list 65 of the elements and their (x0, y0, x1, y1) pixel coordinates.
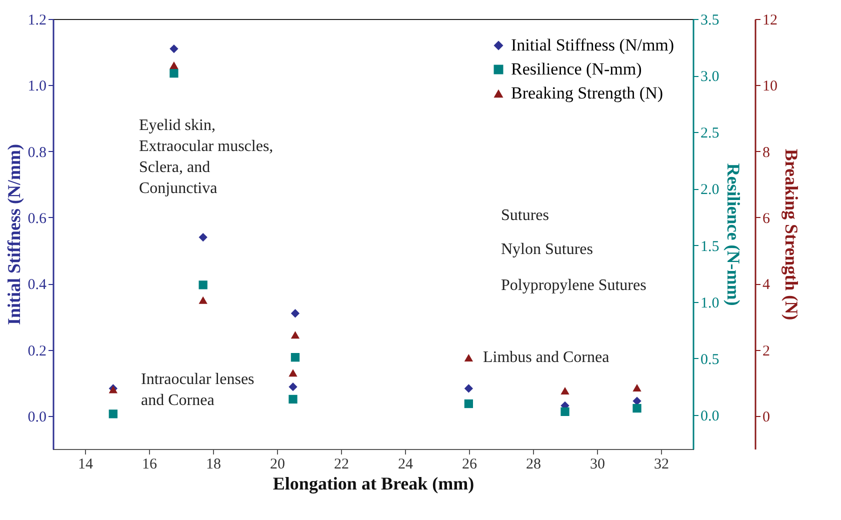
y3-tick-label: 4 (762, 277, 770, 294)
annotation: Polypropylene Sutures (501, 277, 646, 294)
y3-tick-label: 0 (762, 409, 770, 426)
y-tick-label: 0.0 (28, 409, 46, 426)
annotation: Eyelid skin, Extraocular muscles, Sclera, and Conjunctiva (139, 117, 274, 197)
y3-tick-label: 8 (762, 144, 770, 161)
point (170, 68, 178, 78)
x-tick-label: 26 (462, 456, 478, 472)
y3-tick-label: 6 (762, 210, 770, 227)
point (290, 331, 300, 339)
point (108, 410, 118, 418)
point (290, 353, 300, 362)
y2-tick-label: 3.5 (700, 12, 720, 28)
x-tick-label: 32 (654, 456, 669, 472)
point (632, 404, 642, 413)
annotation: Nylon Sutures (501, 241, 593, 258)
annotation: Limbus and Cornea (483, 349, 610, 366)
y-tick-label: 0.4 (28, 277, 47, 294)
x-tick-label: 16 (142, 456, 158, 472)
x-tick-label: 24 (398, 456, 414, 472)
x-axis-title: Elongation at Break (mm) (272, 474, 474, 494)
y2-tick-label: 2.0 (700, 182, 720, 198)
point (198, 296, 208, 304)
legend-label: Breaking Strength (N) (511, 84, 664, 102)
x-tick-label: 22 (334, 456, 349, 472)
point (288, 382, 298, 392)
annotation: Intraocular lenses and Cornea (141, 371, 254, 409)
point (290, 309, 300, 318)
point (170, 62, 178, 70)
point (170, 44, 178, 54)
y2-tick-label: 2.5 (700, 126, 720, 142)
point (464, 399, 474, 408)
y-axis-title: Initial Stiffness (N/mm) (4, 144, 24, 325)
y3-tick-label: 12 (762, 12, 778, 28)
y-tick-label: 0.6 (28, 210, 47, 227)
point (198, 280, 208, 290)
point (632, 384, 642, 392)
legend-label: Initial Stiffness (N/mm) (511, 36, 674, 54)
point (198, 232, 208, 242)
y2-axis-title: Resilience (N-mm) (723, 163, 744, 306)
y2-tick-label: 3.0 (700, 69, 720, 86)
x-tick-label: 18 (206, 456, 221, 472)
point (560, 407, 570, 416)
point (288, 369, 298, 377)
x-tick-label: 28 (526, 456, 541, 472)
point (464, 354, 474, 362)
x-tick-label: 30 (590, 456, 605, 472)
y3-tick-label: 2 (762, 343, 770, 360)
y2-tick-label: 0.0 (700, 408, 720, 425)
legend-label: Resilience (N-mm) (511, 60, 642, 78)
x-tick-label: 20 (270, 456, 285, 472)
y-tick-label: 1.0 (28, 78, 46, 95)
point (560, 387, 570, 395)
y3-axis-title: Breaking Strength (N) (782, 148, 802, 320)
y-tick-label: 0.2 (28, 343, 46, 360)
y2-tick-label: 1.0 (700, 295, 720, 312)
annotation: Sutures (501, 207, 549, 224)
y2-tick-label: 0.5 (700, 352, 720, 368)
y-tick-label: 1.2 (28, 12, 46, 28)
y3-tick-label: 10 (762, 78, 778, 95)
y2-tick-label: 1.5 (700, 238, 720, 255)
point (288, 394, 298, 404)
point (464, 384, 474, 393)
y-tick-label: 0.8 (28, 144, 46, 161)
x-tick-label: 14 (78, 456, 94, 472)
